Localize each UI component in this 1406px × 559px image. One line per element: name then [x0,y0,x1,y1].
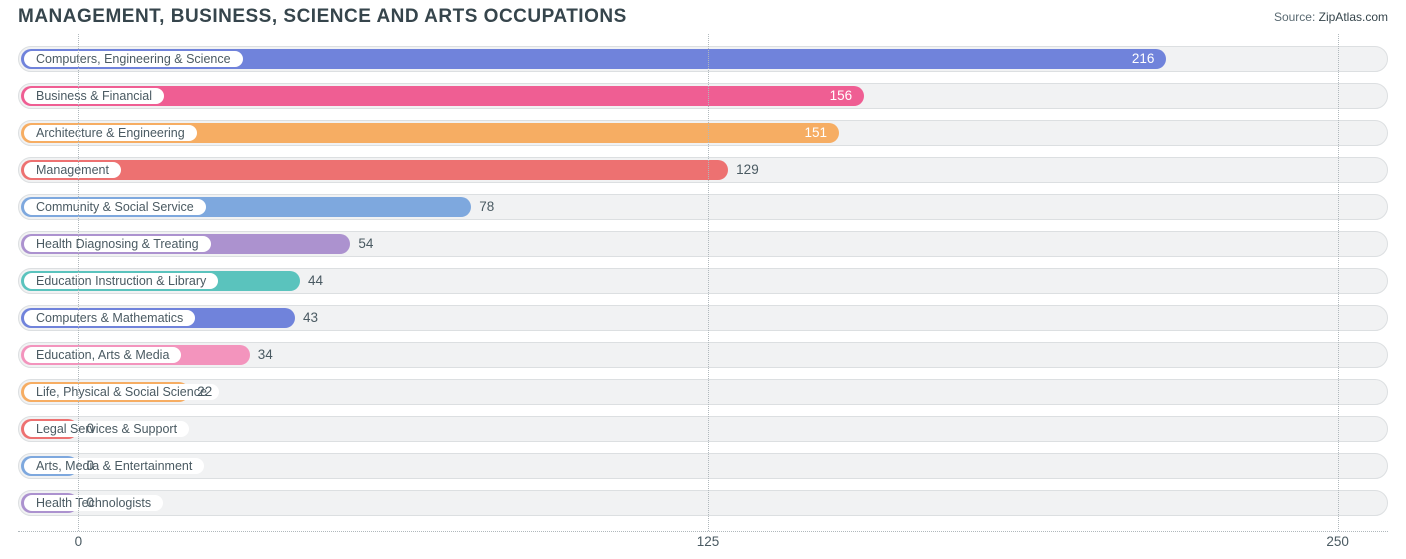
x-axis-labels: 0 125 250 [18,534,1388,554]
bar-row: Education Instruction & Library 44 [18,268,1388,294]
source-prefix: Source: [1274,10,1319,24]
bar-value: 151 [804,120,827,146]
bar-label: Management [24,162,121,178]
bar-value: 0 [86,416,94,442]
chart-plot-area: Computers, Engineering & Science 216 Busin… [18,34,1388,532]
bar-value: 34 [258,342,273,368]
bar-label: Computers & Mathematics [24,310,195,326]
bar-fill [21,160,728,180]
bar-track [18,453,1388,479]
bar-value: 156 [830,83,853,109]
bar-label: Legal Services & Support [24,421,189,437]
bar-label: Community & Social Service [24,199,206,215]
bar-track [18,379,1388,405]
bar-label: Education Instruction & Library [24,273,218,289]
x-tick-label: 250 [1326,534,1349,549]
gridline [708,34,709,531]
bar-value: 43 [303,305,318,331]
bars-container: Computers, Engineering & Science 216 Busin… [18,46,1388,527]
bar-label: Architecture & Engineering [24,125,197,141]
bar-label: Health Diagnosing & Treating [24,236,211,252]
bar-value: 78 [479,194,494,220]
gridline [1338,34,1339,531]
bar-row: Education, Arts & Media 34 [18,342,1388,368]
bar-row: Computers, Engineering & Science 216 [18,46,1388,72]
bar-label: Computers, Engineering & Science [24,51,243,67]
bar-row: Health Technologists0 [18,490,1388,516]
source-attribution: Source: ZipAtlas.com [1274,6,1388,24]
bar-track [18,416,1388,442]
bar-label: Arts, Media & Entertainment [24,458,204,474]
bar-value: 44 [308,268,323,294]
bar-label: Education, Arts & Media [24,347,181,363]
x-tick-label: 0 [75,534,83,549]
bar-row: Health Diagnosing & Treating 54 [18,231,1388,257]
bar-label: Business & Financial [24,88,164,104]
bar-row: Management 129 [18,157,1388,183]
chart-title: MANAGEMENT, BUSINESS, SCIENCE AND ARTS O… [18,6,627,28]
bar-track [18,490,1388,516]
bar-row: Business & Financial 156 [18,83,1388,109]
bar-value: 0 [86,490,94,516]
bar-row: Legal Services & Support0 [18,416,1388,442]
bar-row: Architecture & Engineering 151 [18,120,1388,146]
bar-value: 0 [86,453,94,479]
x-tick-label: 125 [697,534,720,549]
source-brand: ZipAtlas.com [1319,10,1388,24]
bar-value: 22 [197,379,212,405]
bar-row: Community & Social Service 78 [18,194,1388,220]
bar-value: 54 [358,231,373,257]
gridline [78,34,79,531]
bar-label: Life, Physical & Social Science [24,384,219,400]
bar-value: 216 [1132,46,1155,72]
bar-row: Computers & Mathematics 43 [18,305,1388,331]
bar-row: Life, Physical & Social Science22 [18,379,1388,405]
bar-value: 129 [736,157,759,183]
bar-row: Arts, Media & Entertainment0 [18,453,1388,479]
